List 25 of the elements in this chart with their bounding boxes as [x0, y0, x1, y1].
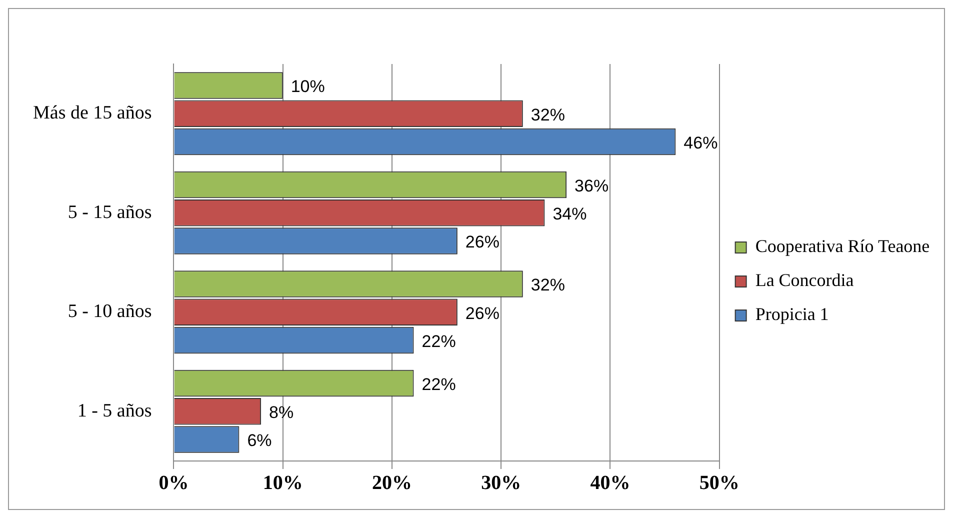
- data-label: 26%: [465, 232, 500, 252]
- data-label: 36%: [574, 176, 609, 196]
- data-label: 8%: [269, 403, 294, 422]
- x-tick-label: 50%: [699, 472, 740, 494]
- x-tick-label: 10%: [262, 472, 303, 494]
- x-tick-label: 30%: [481, 472, 522, 494]
- y-tick-label: 5 - 15 años: [68, 202, 152, 223]
- data-label: 22%: [422, 332, 456, 351]
- legend-label: La Concordia: [755, 270, 854, 290]
- y-tick-label: 5 - 10 años: [68, 301, 152, 322]
- x-tick-label: 40%: [590, 472, 630, 494]
- x-tick-label: 0%: [158, 472, 189, 494]
- y-tick-label: Más de 15 años: [32, 102, 152, 124]
- data-label: 32%: [530, 105, 565, 124]
- data-label: 10%: [290, 77, 325, 96]
- data-label: 22%: [422, 374, 456, 394]
- legend-label: Cooperativa Río Teaone: [755, 236, 930, 256]
- data-label: 26%: [465, 304, 500, 323]
- y-tick-label: 1 - 5 años: [77, 400, 152, 422]
- data-label: 6%: [247, 431, 272, 450]
- legend-label: Propicia 1: [755, 304, 829, 324]
- data-label: 34%: [552, 204, 587, 224]
- x-tick-label: 20%: [372, 472, 412, 494]
- data-label: 32%: [530, 276, 565, 295]
- data-label: 46%: [684, 133, 718, 152]
